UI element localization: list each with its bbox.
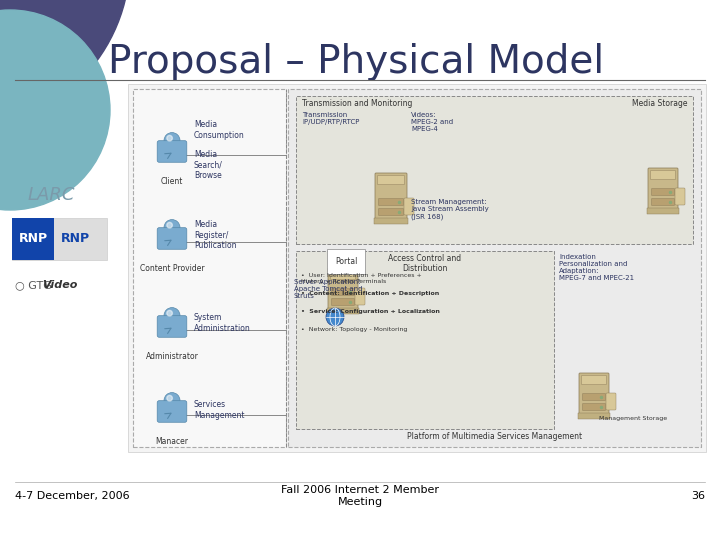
Circle shape xyxy=(0,0,130,130)
Text: •  Network: Topology - Monitoring: • Network: Topology - Monitoring xyxy=(301,327,408,332)
FancyBboxPatch shape xyxy=(157,228,186,249)
FancyBboxPatch shape xyxy=(582,403,606,410)
FancyBboxPatch shape xyxy=(375,173,407,220)
Text: Stream Management:
Java Stream Assembly
(JSR 168): Stream Management: Java Stream Assembly … xyxy=(411,199,489,219)
Text: Transmission and Monitoring: Transmission and Monitoring xyxy=(302,99,413,108)
Circle shape xyxy=(167,395,172,401)
Text: Administrator: Administrator xyxy=(145,352,199,361)
Text: Management Storage: Management Storage xyxy=(599,416,667,421)
Text: •  Service: Configuration + Localization: • Service: Configuration + Localization xyxy=(301,309,440,314)
Text: Platform of Multimedia Services Management: Platform of Multimedia Services Manageme… xyxy=(407,432,582,441)
FancyBboxPatch shape xyxy=(288,89,701,447)
FancyBboxPatch shape xyxy=(355,288,365,305)
FancyBboxPatch shape xyxy=(606,393,616,410)
Text: RNP: RNP xyxy=(60,233,89,246)
FancyBboxPatch shape xyxy=(647,208,679,214)
Circle shape xyxy=(164,308,180,323)
Text: Fall 2006 Internet 2 Member
Meeting: Fall 2006 Internet 2 Member Meeting xyxy=(281,485,439,507)
Text: ○ GTG: ○ GTG xyxy=(15,280,52,290)
Text: •  Content: Identification + Description: • Content: Identification + Description xyxy=(301,291,439,296)
FancyBboxPatch shape xyxy=(12,218,107,260)
FancyBboxPatch shape xyxy=(675,188,685,205)
Text: Client: Client xyxy=(161,177,183,186)
FancyBboxPatch shape xyxy=(330,271,356,280)
FancyBboxPatch shape xyxy=(327,308,359,314)
FancyBboxPatch shape xyxy=(12,218,54,260)
Circle shape xyxy=(164,393,180,409)
Text: Transmission
IP/UDP/RTP/RTCP: Transmission IP/UDP/RTP/RTCP xyxy=(302,112,359,125)
FancyBboxPatch shape xyxy=(328,268,358,310)
FancyBboxPatch shape xyxy=(296,96,693,244)
Text: Proposal – Physical Model: Proposal – Physical Model xyxy=(108,43,604,81)
Circle shape xyxy=(0,10,110,210)
FancyBboxPatch shape xyxy=(157,141,186,163)
Text: 36: 36 xyxy=(691,491,705,501)
FancyBboxPatch shape xyxy=(582,375,606,384)
FancyBboxPatch shape xyxy=(128,84,706,452)
FancyBboxPatch shape xyxy=(331,288,354,295)
Text: LARC: LARC xyxy=(28,186,76,204)
FancyBboxPatch shape xyxy=(652,199,675,206)
Circle shape xyxy=(167,310,172,316)
FancyBboxPatch shape xyxy=(331,299,354,306)
Text: RNP: RNP xyxy=(19,233,48,246)
Circle shape xyxy=(326,308,344,326)
Text: Services
Management: Services Management xyxy=(194,400,245,420)
FancyBboxPatch shape xyxy=(650,171,675,179)
FancyBboxPatch shape xyxy=(582,394,606,401)
Text: •  User: Identification + Preferences +
History + Access Terminals: • User: Identification + Preferences + H… xyxy=(301,273,422,284)
FancyBboxPatch shape xyxy=(296,251,554,429)
Text: Media
Register/
Publication: Media Register/ Publication xyxy=(194,220,236,250)
FancyBboxPatch shape xyxy=(374,218,408,224)
Text: Access Control and
Distribution: Access Control and Distribution xyxy=(388,254,462,273)
FancyBboxPatch shape xyxy=(652,188,675,195)
FancyBboxPatch shape xyxy=(157,401,186,422)
Text: System
Administration: System Administration xyxy=(194,313,251,333)
Text: Server Application:
Apache Tomcat and
Struts: Server Application: Apache Tomcat and St… xyxy=(294,279,362,299)
FancyBboxPatch shape xyxy=(404,198,414,215)
Text: Media Storage: Media Storage xyxy=(631,99,687,108)
Text: Media
Consumption: Media Consumption xyxy=(194,120,245,140)
FancyBboxPatch shape xyxy=(157,316,186,338)
FancyBboxPatch shape xyxy=(579,373,609,415)
Circle shape xyxy=(167,136,172,141)
FancyBboxPatch shape xyxy=(578,413,610,419)
Text: Video: Video xyxy=(42,280,77,290)
FancyBboxPatch shape xyxy=(648,168,678,210)
Circle shape xyxy=(164,220,180,235)
Text: 4-7 December, 2006: 4-7 December, 2006 xyxy=(15,491,130,501)
Text: Indexation
Personalization and
Adaptation:
MPEG-7 and MPEC-21: Indexation Personalization and Adaptatio… xyxy=(559,254,634,281)
Circle shape xyxy=(167,222,172,228)
Text: Media
Search/
Browse: Media Search/ Browse xyxy=(194,150,223,180)
Circle shape xyxy=(164,133,180,149)
FancyBboxPatch shape xyxy=(379,199,403,206)
FancyBboxPatch shape xyxy=(377,176,405,185)
Text: Videos:
MPEG-2 and
MPEG-4: Videos: MPEG-2 and MPEG-4 xyxy=(411,112,453,132)
FancyBboxPatch shape xyxy=(133,89,286,447)
Text: Manacer: Manacer xyxy=(156,437,189,446)
FancyBboxPatch shape xyxy=(379,208,403,215)
Text: Content Provider: Content Provider xyxy=(140,264,204,273)
Text: Portal: Portal xyxy=(335,257,357,266)
